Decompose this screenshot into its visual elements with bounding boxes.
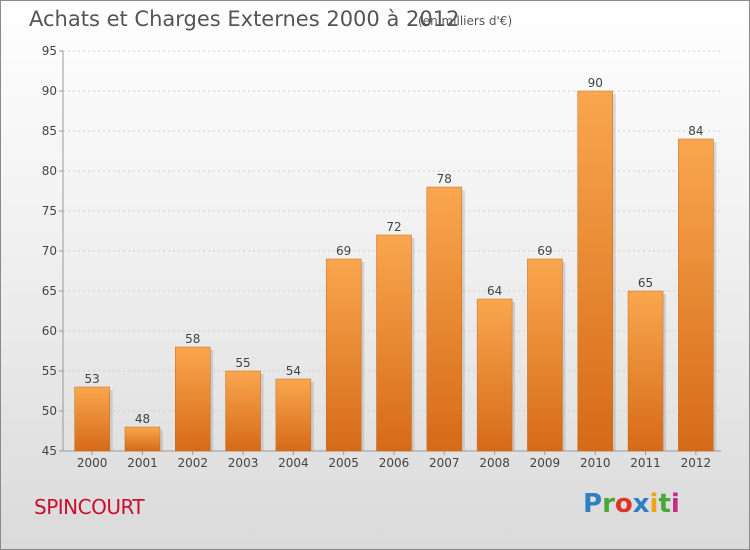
x-tick-label: 2010 [580, 456, 611, 470]
data-label: 69 [537, 244, 552, 258]
x-tick-label: 2005 [328, 456, 359, 470]
logo-letter: i [649, 489, 659, 519]
bar-2011 [627, 290, 664, 452]
data-label: 78 [437, 172, 452, 186]
logo-letter: r [602, 489, 615, 519]
x-tick-label: 2003 [228, 456, 259, 470]
x-tick-label: 2002 [177, 456, 208, 470]
bar-2008 [476, 298, 513, 452]
logo-letter: t [658, 489, 671, 519]
bar-2010 [577, 90, 613, 452]
bar-2001 [124, 426, 161, 452]
data-label: 72 [386, 220, 401, 234]
x-tick-label: 2001 [127, 456, 158, 470]
x-tick-label: 2006 [379, 456, 410, 470]
y-tick-label: 85 [42, 124, 57, 138]
data-label: 54 [286, 364, 301, 378]
bar-2003 [225, 370, 261, 452]
data-label: 84 [688, 124, 703, 138]
y-tick-label: 70 [42, 244, 57, 258]
data-label: 65 [638, 276, 653, 290]
y-tick-label: 80 [42, 164, 57, 178]
x-tick-label: 2011 [630, 456, 661, 470]
data-label: 69 [336, 244, 351, 258]
bar-2012 [678, 138, 714, 452]
chart-subtitle: (en milliers d'€) [418, 14, 513, 28]
y-tick-label: 50 [42, 404, 57, 418]
y-tick-label: 65 [42, 284, 57, 298]
x-tick-label: 2008 [479, 456, 510, 470]
data-label: 90 [588, 76, 603, 90]
x-tick-label: 2000 [77, 456, 108, 470]
proxiti-logo[interactable]: Proxiti [583, 489, 680, 519]
bar-2007 [426, 186, 463, 452]
data-label: 58 [185, 332, 200, 346]
bar-2000 [74, 386, 110, 452]
y-tick-label: 55 [42, 364, 57, 378]
bars [74, 90, 717, 452]
y-tick-label: 75 [42, 204, 57, 218]
bar-2004 [275, 378, 312, 452]
bar-2005 [325, 258, 362, 452]
chart-title: Achats et Charges Externes 2000 à 2012 [29, 7, 460, 31]
logo-letter: i [670, 489, 680, 519]
axes: 45 50 55 60 65 70 75 80 85 90 95 2000 2001 2002 2003 20… [42, 44, 721, 470]
y-tick-label: 95 [42, 44, 57, 58]
commune-name: SPINCOURT [34, 495, 145, 519]
data-label: 64 [487, 284, 502, 298]
x-tick-label: 2009 [530, 456, 561, 470]
data-label: 55 [235, 356, 250, 370]
data-label: 48 [135, 412, 150, 426]
x-tick-label: 2004 [278, 456, 309, 470]
bar-2002 [175, 346, 211, 452]
y-tick-label: 90 [42, 84, 57, 98]
x-tick-label: 2012 [681, 456, 712, 470]
logo-letter: P [583, 489, 603, 519]
y-tick-label: 60 [42, 324, 57, 338]
bar-2009 [527, 258, 563, 452]
x-tick-label: 2007 [429, 456, 460, 470]
logo-letter: x [632, 489, 650, 519]
logo-letter: o [614, 489, 633, 519]
y-tick-label: 45 [42, 444, 57, 458]
bar-2006 [376, 234, 412, 452]
data-labels: 53 48 58 55 54 69 72 78 64 69 90 65 84 [85, 76, 704, 426]
data-label: 53 [85, 372, 100, 386]
